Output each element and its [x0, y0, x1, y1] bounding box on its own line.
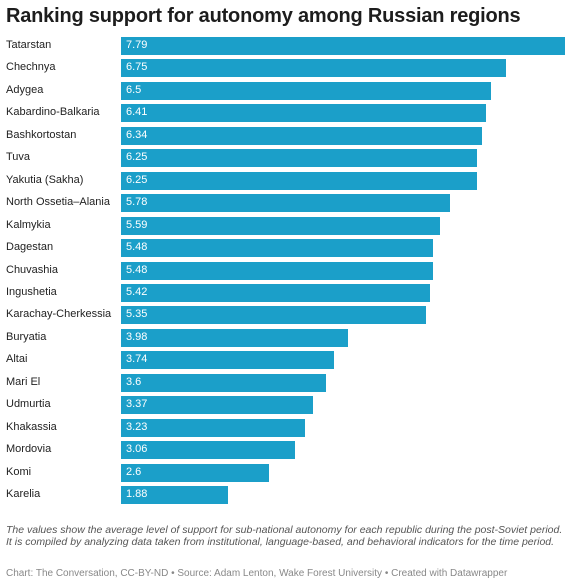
bar-row: Altai 3.74: [0, 350, 571, 372]
bar-row: Tatarstan 7.79: [0, 36, 571, 58]
bar: 5.42: [121, 283, 430, 302]
bar-value-label: 3.37: [126, 398, 148, 411]
bar-value-label: 3.06: [126, 443, 148, 456]
bar: 3.06: [121, 441, 296, 460]
category-label: Khakassia: [6, 420, 57, 433]
bar-row: Mordovia 3.06: [0, 440, 571, 462]
bar: 6.75: [121, 59, 506, 78]
bar-value-label: 1.88: [126, 488, 148, 500]
category-label: Mari El: [6, 375, 41, 388]
bar-row: Bashkortostan 6.34: [0, 126, 571, 148]
bar-row: Komi 2.6: [0, 463, 571, 485]
bar: 1.88: [121, 486, 229, 504]
category-label: Tuva: [6, 151, 31, 164]
bar-value-label: 5.35: [126, 308, 148, 321]
bar: 5.48: [121, 261, 434, 280]
bar: 5.59: [121, 216, 440, 235]
bar-value-label: 5.48: [126, 263, 148, 276]
bar-value-label: 3.6: [126, 375, 142, 388]
category-label: Chechnya: [6, 61, 56, 74]
bar-row: Yakutia (Sakha) 6.25: [0, 171, 571, 193]
bar-value-label: 5.42: [126, 285, 148, 298]
category-label: Komi: [6, 465, 32, 478]
category-label: Bashkortostan: [6, 128, 77, 141]
bar-value-label: 6.34: [126, 128, 148, 141]
category-label: Chuvashia: [6, 263, 58, 276]
category-label: Udmurtia: [6, 398, 51, 411]
bar-row: Ingushetia 5.42: [0, 283, 571, 305]
bar: 6.25: [121, 149, 478, 168]
bar-value-label: 7.79: [126, 39, 148, 51]
bar-row: Buryatia 3.98: [0, 328, 571, 350]
bar-value-label: 3.23: [126, 420, 148, 433]
category-label: North Ossetia–Alania: [6, 196, 110, 209]
chart-title: Ranking support for autonomy among Russi…: [6, 5, 521, 27]
bar-row: Karachay-Cherkessia 5.35: [0, 305, 571, 327]
category-label: Tatarstan: [6, 39, 52, 51]
bar-row: Dagestan 5.48: [0, 238, 571, 260]
bar-value-label: 5.78: [126, 196, 148, 209]
bar: 3.6: [121, 373, 327, 392]
category-label: Buryatia: [6, 330, 47, 343]
bar-value-label: 5.48: [126, 241, 148, 254]
bar-row: Karelia 1.88: [0, 485, 571, 507]
bar: 3.37: [121, 396, 314, 415]
bar-row: Kabardino-Balkaria 6.41: [0, 103, 571, 125]
category-label: Kalmykia: [6, 218, 51, 231]
bar-row: Kalmykia 5.59: [0, 216, 571, 238]
bar-value-label: 2.6: [126, 465, 142, 478]
category-label: Mordovia: [6, 443, 52, 456]
category-label: Dagestan: [6, 241, 54, 254]
bar-row: Chechnya 6.75: [0, 58, 571, 80]
category-label: Altai: [6, 353, 28, 366]
bar-value-label: 3.98: [126, 330, 148, 343]
category-label: Adygea: [6, 83, 44, 96]
bar: 6.34: [121, 126, 483, 145]
bar: 6.5: [121, 81, 492, 100]
category-label: Kabardino-Balkaria: [6, 106, 100, 119]
bar-value-label: 5.59: [126, 218, 148, 231]
chart-notes: The values show the average level of sup…: [6, 524, 563, 548]
bar: 2.6: [121, 463, 270, 482]
bar-value-label: 3.74: [126, 353, 148, 366]
bar-chart: Tatarstan 7.79 Chechnya 6.75 Adygea 6.5 Kabard…: [0, 36, 571, 508]
category-label: Karachay-Cherkessia: [6, 308, 112, 321]
bar: 3.74: [121, 351, 335, 370]
category-label: Karelia: [6, 488, 41, 500]
bar: 5.35: [121, 306, 426, 325]
bar-value-label: 6.25: [126, 151, 148, 164]
bar: 3.23: [121, 418, 306, 437]
bar-row: Tuva 6.25: [0, 148, 571, 170]
bar: 5.78: [121, 194, 451, 213]
bar: 6.25: [121, 171, 478, 190]
bar: 7.79: [121, 37, 565, 55]
bar-row: North Ossetia–Alania 5.78: [0, 193, 571, 215]
bar: 3.98: [121, 328, 348, 347]
bar-value-label: 6.41: [126, 106, 148, 119]
bar-value-label: 6.25: [126, 173, 148, 186]
bar: 5.48: [121, 239, 434, 258]
bar: 6.41: [121, 104, 487, 123]
bar-value-label: 6.5: [126, 83, 142, 96]
bar-row: Adygea 6.5: [0, 81, 571, 103]
bar-value-label: 6.75: [126, 61, 148, 74]
category-label: Yakutia (Sakha): [6, 173, 84, 186]
bar-row: Mari El 3.6: [0, 373, 571, 395]
bar-row: Chuvashia 5.48: [0, 261, 571, 283]
chart-source: Chart: The Conversation, CC-BY-ND • Sour…: [6, 568, 508, 579]
bar-row: Khakassia 3.23: [0, 418, 571, 440]
bar-row: Udmurtia 3.37: [0, 395, 571, 417]
category-label: Ingushetia: [6, 285, 57, 298]
